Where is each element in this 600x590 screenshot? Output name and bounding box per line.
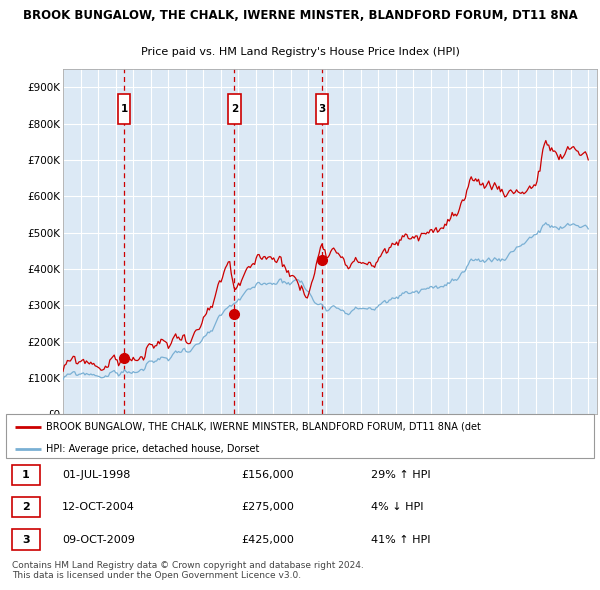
Text: 2: 2	[22, 502, 30, 512]
Bar	[12, 464, 40, 485]
Bar	[12, 497, 40, 517]
Text: BROOK BUNGALOW, THE CHALK, IWERNE MINSTER, BLANDFORD FORUM, DT11 8NA: BROOK BUNGALOW, THE CHALK, IWERNE MINSTE…	[23, 9, 577, 22]
Text: 3: 3	[318, 104, 325, 114]
Text: Price paid vs. HM Land Registry's House Price Index (HPI): Price paid vs. HM Land Registry's House …	[140, 47, 460, 57]
Text: 3: 3	[22, 535, 30, 545]
Bar	[12, 529, 40, 550]
Text: 09-OCT-2009: 09-OCT-2009	[62, 535, 135, 545]
Text: 12-OCT-2004: 12-OCT-2004	[62, 502, 135, 512]
Text: 01-JUL-1998: 01-JUL-1998	[62, 470, 130, 480]
Text: £156,000: £156,000	[241, 470, 294, 480]
Text: 4% ↓ HPI: 4% ↓ HPI	[371, 502, 423, 512]
Bar	[118, 94, 130, 124]
Bar	[228, 94, 241, 124]
Bar	[316, 94, 328, 124]
Text: 41% ↑ HPI: 41% ↑ HPI	[371, 535, 430, 545]
Text: Contains HM Land Registry data © Crown copyright and database right 2024.
This d: Contains HM Land Registry data © Crown c…	[12, 561, 364, 581]
Text: 29% ↑ HPI: 29% ↑ HPI	[371, 470, 430, 480]
Text: 1: 1	[22, 470, 30, 480]
Text: BROOK BUNGALOW, THE CHALK, IWERNE MINSTER, BLANDFORD FORUM, DT11 8NA (det: BROOK BUNGALOW, THE CHALK, IWERNE MINSTE…	[46, 422, 481, 431]
Text: 1: 1	[121, 104, 128, 114]
Text: £425,000: £425,000	[241, 535, 294, 545]
Text: 2: 2	[231, 104, 238, 114]
Text: £275,000: £275,000	[241, 502, 294, 512]
Text: HPI: Average price, detached house, Dorset: HPI: Average price, detached house, Dors…	[46, 444, 259, 454]
